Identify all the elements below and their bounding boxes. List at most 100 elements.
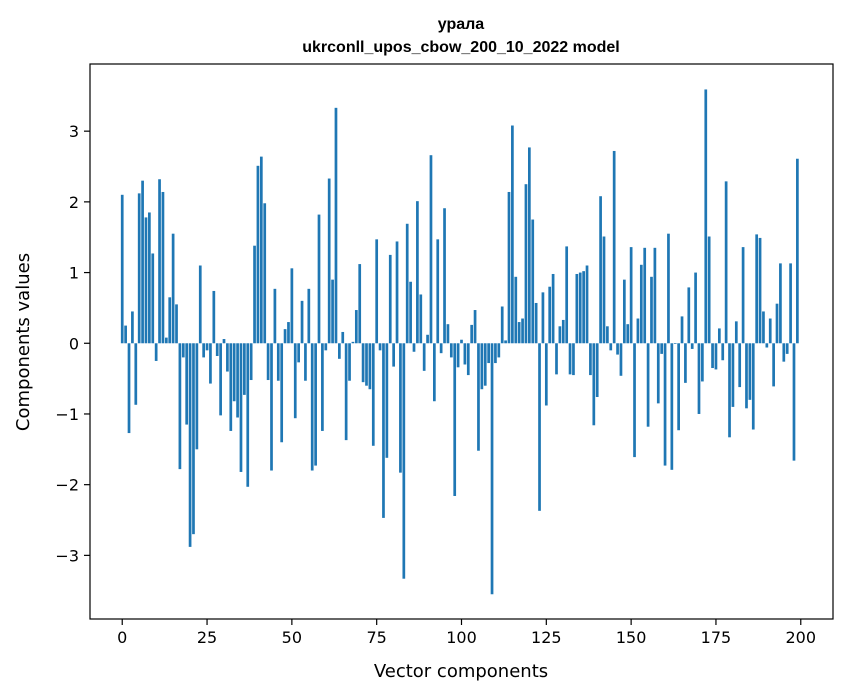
y-tick-label: 1	[69, 264, 79, 283]
bar	[375, 239, 379, 344]
bar	[565, 246, 569, 344]
bar	[304, 343, 307, 381]
x-tick-label: 25	[197, 628, 217, 647]
bar	[243, 343, 246, 395]
bar	[185, 343, 189, 425]
bar	[687, 287, 691, 344]
bar	[680, 316, 684, 344]
bar	[487, 343, 490, 364]
bar	[175, 304, 178, 344]
bar	[514, 276, 518, 344]
bar	[572, 343, 575, 376]
bar	[650, 276, 653, 344]
bar	[684, 343, 687, 383]
bar	[568, 343, 572, 375]
bar	[443, 208, 446, 344]
bar	[507, 191, 511, 344]
bar	[626, 324, 630, 344]
bar	[466, 343, 470, 376]
bar	[789, 263, 792, 344]
bar	[137, 193, 141, 344]
bar	[511, 125, 514, 344]
bar	[321, 343, 324, 431]
bar	[670, 343, 674, 470]
y-axis-label: Components values	[13, 253, 34, 431]
bar	[548, 286, 552, 344]
bar	[124, 325, 127, 344]
bar	[178, 343, 182, 470]
bar	[483, 343, 487, 386]
x-tick-label: 150	[616, 628, 647, 647]
bar	[534, 302, 538, 344]
bar	[453, 343, 457, 496]
bar	[541, 292, 545, 344]
bar	[772, 343, 775, 387]
bar	[158, 179, 161, 344]
bar	[477, 343, 480, 451]
bar	[494, 343, 497, 364]
bar	[229, 343, 233, 431]
bar	[636, 318, 640, 344]
chart-title: урала	[438, 16, 485, 33]
bar	[731, 343, 735, 407]
y-axis-ticks: −3 −2 −1 0 1 2 3	[55, 122, 90, 565]
bar	[202, 343, 206, 358]
bar	[192, 343, 195, 535]
bar	[388, 254, 392, 344]
bars-group	[120, 89, 799, 595]
bar	[399, 343, 402, 473]
bar	[575, 273, 579, 344]
bar	[144, 217, 148, 344]
bar	[436, 239, 440, 344]
bar	[402, 343, 406, 579]
bar	[751, 343, 755, 430]
x-tick-label: 50	[282, 628, 302, 647]
x-tick-label: 100	[446, 628, 477, 647]
y-tick-label: 0	[69, 334, 79, 353]
bar	[456, 343, 460, 368]
bar	[127, 343, 131, 434]
bar	[629, 247, 633, 344]
bar	[219, 343, 222, 416]
x-tick-label: 175	[701, 628, 732, 647]
bar	[480, 343, 484, 390]
bar	[287, 322, 290, 344]
bar	[164, 337, 168, 344]
bar	[168, 297, 172, 344]
plot-area-frame	[89, 63, 834, 620]
bar	[358, 264, 362, 344]
bar	[765, 343, 769, 348]
bar	[310, 343, 314, 471]
bar	[775, 303, 779, 344]
bar	[531, 219, 535, 344]
bar	[663, 343, 667, 466]
bar	[748, 343, 752, 400]
bar	[558, 326, 562, 344]
bar	[602, 236, 606, 344]
bar	[395, 241, 399, 344]
bar	[181, 343, 185, 358]
bar	[711, 343, 714, 369]
bar	[500, 306, 504, 344]
bar	[677, 343, 680, 431]
bar	[134, 343, 138, 405]
bar	[528, 147, 531, 344]
bar	[551, 273, 555, 344]
bar	[246, 343, 250, 487]
bar	[198, 265, 202, 344]
bar	[433, 343, 436, 402]
bar	[697, 343, 701, 414]
bar	[338, 343, 341, 359]
bar	[633, 343, 636, 458]
y-tick-label: 3	[69, 122, 79, 141]
bar	[195, 343, 199, 450]
bar	[276, 343, 280, 381]
x-tick-label: 75	[367, 628, 387, 647]
bar	[120, 194, 124, 344]
bar	[205, 343, 209, 351]
bar	[270, 343, 273, 471]
bar	[351, 341, 355, 344]
bar	[653, 247, 657, 344]
bar	[348, 343, 351, 381]
bar	[589, 343, 592, 376]
